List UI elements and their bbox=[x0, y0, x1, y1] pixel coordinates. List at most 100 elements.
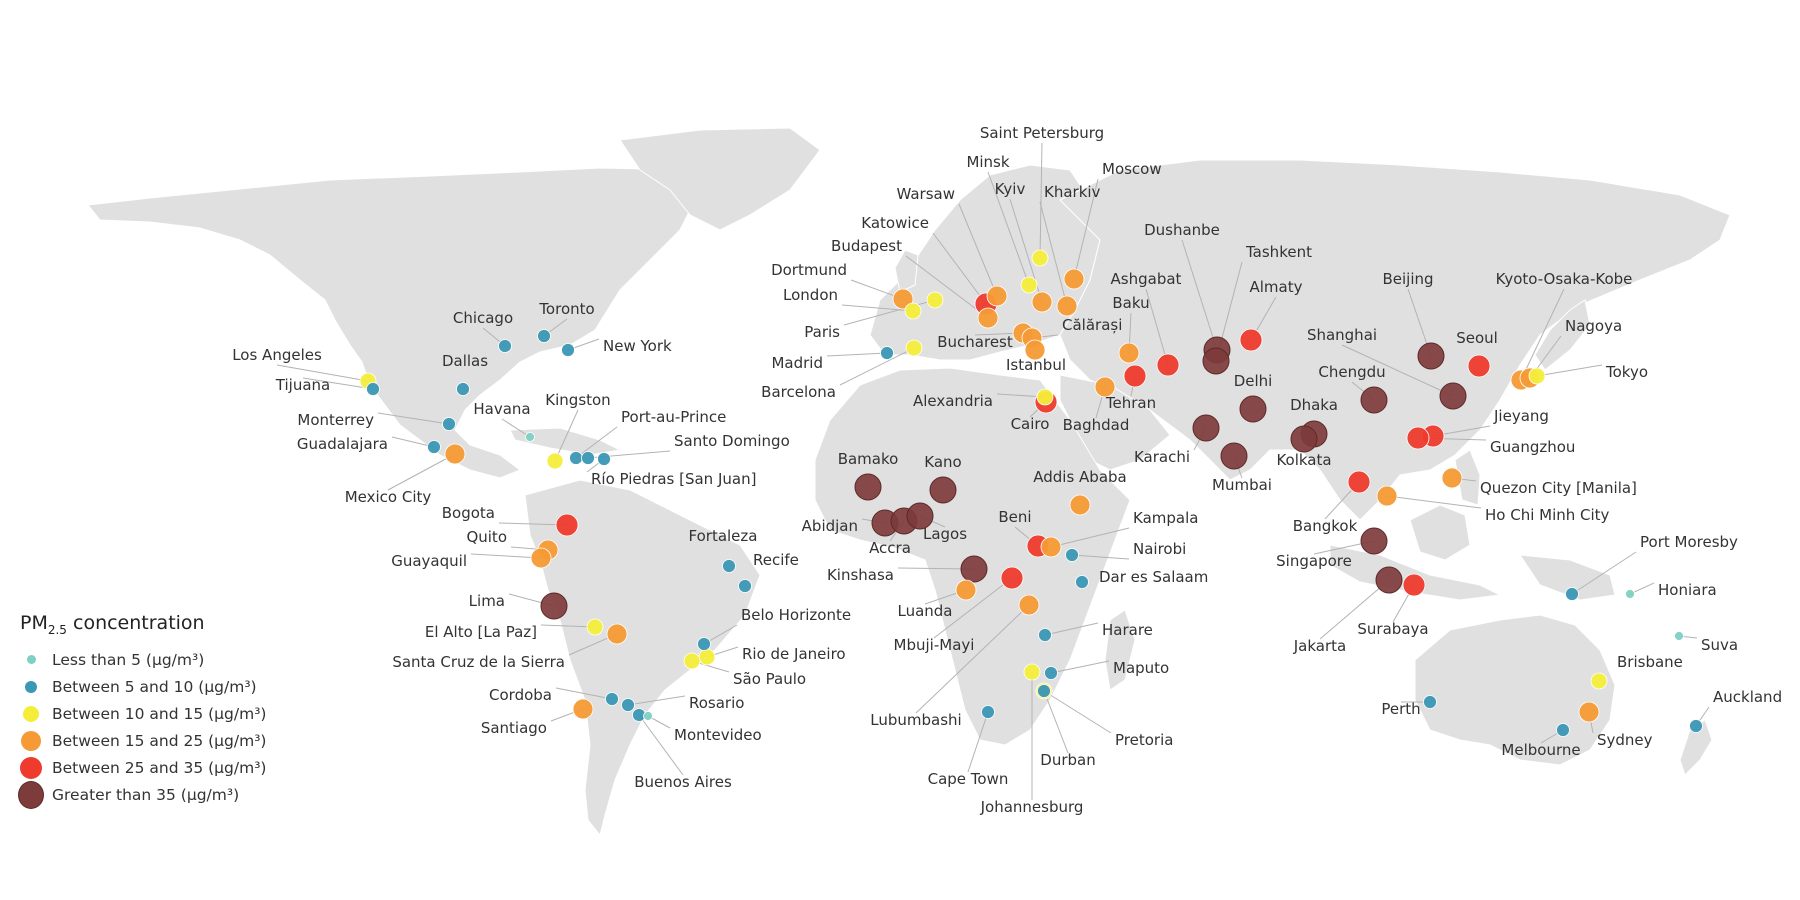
marker-toronto[interactable] bbox=[537, 329, 551, 343]
label-melbourne: Melbourne bbox=[1501, 741, 1580, 759]
marker-lubumbashi[interactable] bbox=[1018, 594, 1040, 616]
marker-rio-de-janeiro[interactable] bbox=[698, 648, 716, 666]
marker-harare[interactable] bbox=[1038, 628, 1052, 642]
label-beijing: Beijing bbox=[1382, 270, 1433, 288]
marker-paris[interactable] bbox=[926, 291, 944, 309]
marker-chicago[interactable] bbox=[498, 339, 512, 353]
marker-guadalajara[interactable] bbox=[427, 440, 441, 454]
marker-lagos[interactable] bbox=[906, 502, 934, 530]
label-quezon-city-manila: Quezon City [Manila] bbox=[1480, 479, 1637, 497]
marker-havana[interactable] bbox=[525, 432, 535, 442]
marker-auckland[interactable] bbox=[1689, 719, 1703, 733]
marker-guangzhou[interactable] bbox=[1406, 426, 1430, 450]
marker-tehran[interactable] bbox=[1123, 364, 1147, 388]
marker-sao-paulo[interactable] bbox=[683, 652, 701, 670]
marker-mbuji-mayi[interactable] bbox=[1000, 566, 1024, 590]
marker-moscow[interactable] bbox=[1063, 268, 1085, 290]
marker-dar-es-salaam[interactable] bbox=[1075, 575, 1089, 589]
marker-shanghai[interactable] bbox=[1439, 382, 1467, 410]
marker-melbourne[interactable] bbox=[1556, 723, 1570, 737]
marker-new-york[interactable] bbox=[561, 343, 575, 357]
marker-minsk[interactable] bbox=[1020, 276, 1038, 294]
marker-fortaleza[interactable] bbox=[722, 559, 736, 573]
marker-belo-horizonte[interactable] bbox=[697, 637, 711, 651]
marker-delhi[interactable] bbox=[1239, 395, 1267, 423]
marker-kingston[interactable] bbox=[546, 452, 564, 470]
marker-honiara[interactable] bbox=[1625, 589, 1635, 599]
marker-bogota[interactable] bbox=[555, 513, 579, 537]
marker-luanda[interactable] bbox=[955, 579, 977, 601]
marker-istanbul[interactable] bbox=[1024, 339, 1046, 361]
marker-seoul[interactable] bbox=[1467, 354, 1491, 378]
marker-beijing[interactable] bbox=[1417, 342, 1445, 370]
marker-alexandria[interactable] bbox=[1036, 388, 1054, 406]
marker-perth[interactable] bbox=[1423, 695, 1437, 709]
marker-saint-petersburg[interactable] bbox=[1031, 249, 1049, 267]
leader-line-mexico-city bbox=[387, 453, 456, 491]
label-warsaw: Warsaw bbox=[896, 185, 955, 203]
indonesia-land bbox=[1329, 544, 1502, 601]
marker-rosario[interactable] bbox=[621, 698, 635, 712]
marker-barcelona[interactable] bbox=[905, 339, 923, 357]
marker-baghdad[interactable] bbox=[1094, 376, 1116, 398]
marker-london[interactable] bbox=[904, 302, 922, 320]
marker-almaty[interactable] bbox=[1239, 328, 1263, 352]
marker-cape-town[interactable] bbox=[981, 705, 995, 719]
marker-quezon-city-manila[interactable] bbox=[1441, 467, 1463, 489]
marker-sydney[interactable] bbox=[1578, 701, 1600, 723]
label-barcelona: Barcelona bbox=[761, 383, 836, 401]
marker-cordoba[interactable] bbox=[605, 692, 619, 706]
marker-dallas[interactable] bbox=[456, 382, 470, 396]
marker-tokyo[interactable] bbox=[1528, 367, 1546, 385]
marker-bangkok[interactable] bbox=[1347, 470, 1371, 494]
marker-dortmund[interactable] bbox=[892, 288, 914, 310]
marker-kharkiv[interactable] bbox=[1056, 295, 1078, 317]
marker-mumbai[interactable] bbox=[1220, 442, 1248, 470]
marker-kano[interactable] bbox=[929, 476, 957, 504]
marker-tijuana[interactable] bbox=[366, 382, 380, 396]
marker-singapore[interactable] bbox=[1360, 527, 1388, 555]
marker-lima[interactable] bbox=[540, 592, 568, 620]
philippines-land bbox=[1454, 449, 1481, 506]
marker-brisbane[interactable] bbox=[1590, 672, 1608, 690]
marker-durban[interactable] bbox=[1037, 684, 1051, 698]
marker-nairobi[interactable] bbox=[1065, 548, 1079, 562]
marker-budapest[interactable] bbox=[977, 307, 999, 329]
marker-port-moresby[interactable] bbox=[1565, 587, 1579, 601]
marker-el-alto-la-paz[interactable] bbox=[586, 618, 604, 636]
marker-ashgabat[interactable] bbox=[1156, 353, 1180, 377]
marker-baku[interactable] bbox=[1118, 342, 1140, 364]
marker-recife[interactable] bbox=[738, 579, 752, 593]
marker-guayaquil[interactable] bbox=[530, 547, 552, 569]
marker-monterrey[interactable] bbox=[442, 417, 456, 431]
marker-addis-ababa[interactable] bbox=[1069, 494, 1091, 516]
marker-bamako[interactable] bbox=[854, 473, 882, 501]
marker-santiago[interactable] bbox=[572, 698, 594, 720]
marker-ho-chi-minh-city[interactable] bbox=[1376, 485, 1398, 507]
marker-madrid[interactable] bbox=[880, 346, 894, 360]
marker-santo-domingo[interactable] bbox=[581, 451, 595, 465]
marker-johannesburg[interactable] bbox=[1023, 663, 1041, 681]
marker-montevideo[interactable] bbox=[643, 711, 653, 721]
marker-tashkent[interactable] bbox=[1202, 347, 1230, 375]
marker-kampala[interactable] bbox=[1040, 536, 1062, 558]
label-port-moresby: Port Moresby bbox=[1640, 533, 1738, 551]
marker-kyiv[interactable] bbox=[1031, 291, 1053, 313]
marker-maputo[interactable] bbox=[1044, 666, 1058, 680]
marker-rio-piedras-san-juan[interactable] bbox=[597, 452, 611, 466]
label-surabaya: Surabaya bbox=[1357, 620, 1428, 638]
marker-santa-cruz-de-la-sierra[interactable] bbox=[606, 623, 628, 645]
marker-surabaya[interactable] bbox=[1402, 573, 1426, 597]
marker-jakarta[interactable] bbox=[1375, 566, 1403, 594]
marker-kinshasa[interactable] bbox=[960, 555, 988, 583]
marker-suva[interactable] bbox=[1674, 631, 1684, 641]
marker-port-au-prince[interactable] bbox=[569, 451, 583, 465]
marker-mexico-city[interactable] bbox=[444, 443, 466, 465]
marker-chengdu[interactable] bbox=[1360, 386, 1388, 414]
marker-warsaw[interactable] bbox=[986, 285, 1008, 307]
marker-karachi[interactable] bbox=[1192, 414, 1220, 442]
label-guangzhou: Guangzhou bbox=[1490, 438, 1575, 456]
label-karachi: Karachi bbox=[1134, 448, 1190, 466]
marker-kolkata[interactable] bbox=[1290, 425, 1318, 453]
